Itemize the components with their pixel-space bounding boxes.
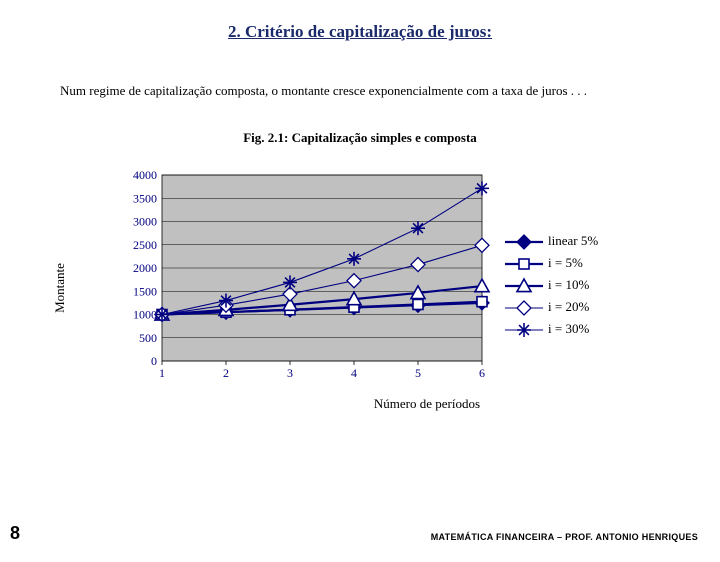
svg-text:2: 2 <box>223 366 229 380</box>
svg-text:1000: 1000 <box>133 307 157 321</box>
legend-label: linear 5% <box>548 231 598 252</box>
legend-item: i = 30% <box>505 319 598 341</box>
svg-text:1: 1 <box>159 366 165 380</box>
legend-label: i = 5% <box>548 253 583 274</box>
legend: linear 5%i = 5%i = 10%i = 20%i = 30% <box>505 231 598 341</box>
x-axis-label: Número de períodos <box>75 396 645 412</box>
svg-text:500: 500 <box>139 330 157 344</box>
section-title: 2. Critério de capitalização de juros: <box>0 22 720 42</box>
svg-text:2500: 2500 <box>133 237 157 251</box>
svg-text:0: 0 <box>151 354 157 368</box>
svg-text:2000: 2000 <box>133 261 157 275</box>
plot-region: 0 500 1000 1500 2000 2500 3000 3500 4000 1 2 3 4 5 6 <box>120 171 490 381</box>
legend-label: i = 10% <box>548 275 589 296</box>
svg-text:3500: 3500 <box>133 191 157 205</box>
svg-text:5: 5 <box>415 366 421 380</box>
svg-text:3000: 3000 <box>133 214 157 228</box>
legend-label: i = 30% <box>548 319 589 340</box>
svg-text:3: 3 <box>287 366 293 380</box>
svg-text:4: 4 <box>351 366 357 380</box>
footer-credit: MATEMÁTICA FINANCEIRA – PROF. ANTONIO HE… <box>431 532 698 542</box>
intro-text: Num regime de capitalização composta, o … <box>60 82 675 100</box>
legend-label: i = 20% <box>548 297 589 318</box>
legend-item: i = 5% <box>505 253 598 275</box>
figure-caption: Fig. 2.1: Capitalização simples e compos… <box>0 130 720 146</box>
legend-item: i = 10% <box>505 275 598 297</box>
page-number: 8 <box>10 523 20 544</box>
y-axis-label: Montante <box>52 263 68 313</box>
legend-item: linear 5% <box>505 231 598 253</box>
svg-text:6: 6 <box>479 366 485 380</box>
legend-item: i = 20% <box>505 297 598 319</box>
svg-text:1500: 1500 <box>133 284 157 298</box>
chart: Montante 0500100015002000250030003500400… <box>75 171 645 406</box>
svg-text:4000: 4000 <box>133 168 157 182</box>
